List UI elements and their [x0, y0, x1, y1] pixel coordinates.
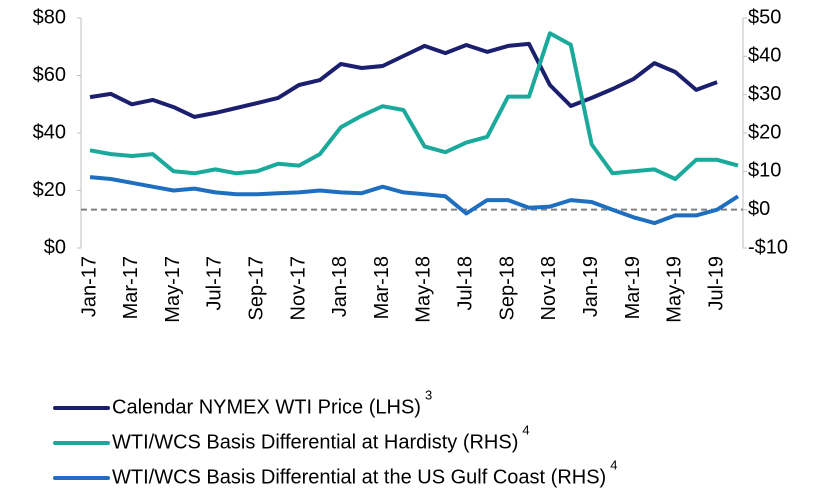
x-tick-label: Mar-18	[371, 256, 393, 319]
y-tick-label: $40	[33, 121, 66, 143]
x-tick-label: May-19	[664, 256, 686, 323]
y-tick-label: $0	[44, 236, 66, 258]
x-tick-label: Sep-17	[246, 256, 268, 321]
series-line	[89, 41, 718, 119]
x-tick-label: Sep-18	[496, 256, 518, 321]
x-tick-label: Mar-19	[622, 256, 644, 319]
y2-tick-label: $40	[748, 45, 781, 67]
x-tick-label: Jan-18	[329, 256, 351, 317]
y2-tick-label: $0	[748, 198, 770, 220]
x-tick-label: Jan-19	[580, 256, 602, 317]
x-tick-label: Mar-17	[120, 256, 142, 319]
y-tick-label: $80	[33, 6, 66, 28]
x-tick-label: May-17	[162, 256, 184, 323]
y2-tick-label: $20	[748, 121, 781, 143]
x-tick-label: Jul-18	[455, 256, 477, 310]
legend-label: WTI/WCS Basis Differential at the US Gul…	[112, 466, 606, 488]
x-tick-label: Nov-17	[287, 256, 309, 320]
x-tick-label: Jul-19	[705, 256, 727, 310]
y-tick-label: $60	[33, 64, 66, 86]
x-tick-label: Jul-17	[204, 256, 226, 310]
legend-label: WTI/WCS Basis Differential at Hardisty (…	[112, 431, 518, 453]
y-tick-label: $20	[33, 179, 66, 201]
series-line	[89, 31, 739, 181]
series-line	[89, 175, 740, 226]
x-tick-label: Nov-18	[538, 256, 560, 320]
legend-note: 4	[522, 422, 529, 437]
legend-note: 4	[610, 457, 617, 472]
legend-note: 3	[425, 387, 432, 402]
x-tick-label: Jan-17	[78, 256, 100, 317]
y2-tick-label: $50	[748, 6, 781, 28]
legend-label: Calendar NYMEX WTI Price (LHS)	[112, 396, 421, 418]
x-tick-label: May-18	[413, 256, 435, 323]
y2-tick-label: $10	[748, 160, 781, 182]
y2-tick-label: $30	[748, 83, 781, 105]
y2-tick-label: -$10	[748, 236, 788, 258]
